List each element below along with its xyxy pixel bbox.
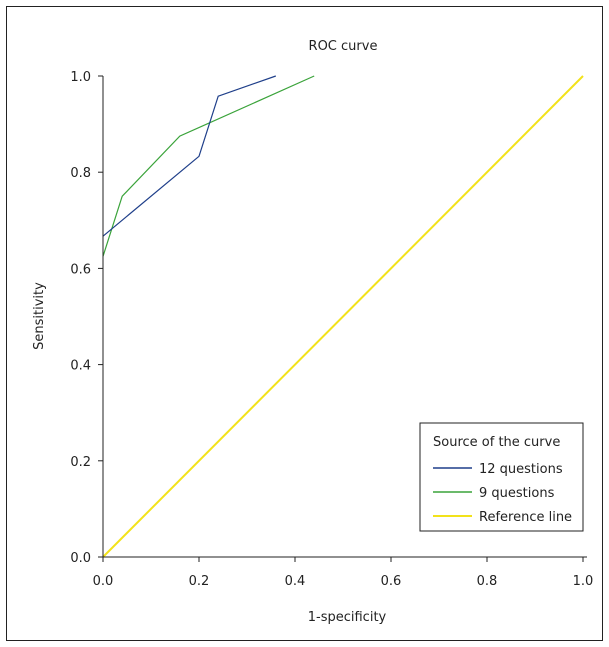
x-tick-label: 0.2 [189,574,210,589]
y-tick-label: 0.0 [70,551,91,566]
y-tick-label: 1.0 [70,70,91,85]
ticks-layer: 0.0 0.2 0.4 0.6 0.8 1.0 0.0 0.2 0.4 0.6 0.8 1.0 [70,70,593,589]
legend-label: Reference line [479,510,572,525]
series-line-9-questions [102,75,315,257]
legend-label: 9 questions [479,486,555,501]
legend: Source of the curve 12 questions 9 questi… [419,422,584,532]
chart-title: ROC curve [309,39,378,54]
series-line-reference-line [102,75,584,558]
y-tick-label: 0.8 [70,166,91,181]
series-line-12-questions [102,75,276,237]
y-tick-label: 0.2 [70,455,91,470]
y-tick-label: 0.4 [70,359,91,374]
x-axis-label: 1-specificity [308,610,387,625]
legend-items: 12 questions 9 questions Reference line [433,462,572,525]
series-layer [102,75,584,558]
x-tick-label: 0.0 [93,574,114,589]
x-tick-label: 0.4 [285,574,306,589]
chart-frame [6,6,603,641]
legend-box [419,422,584,532]
x-tick-label: 0.8 [477,574,498,589]
x-tick-label: 0.6 [381,574,402,589]
y-axis-label: Sensitivity [32,282,47,350]
x-tick-label: 1.0 [573,574,594,589]
y-tick-label: 0.6 [70,262,91,277]
legend-label: 12 questions [479,462,563,477]
legend-title: Source of the curve [433,435,560,450]
